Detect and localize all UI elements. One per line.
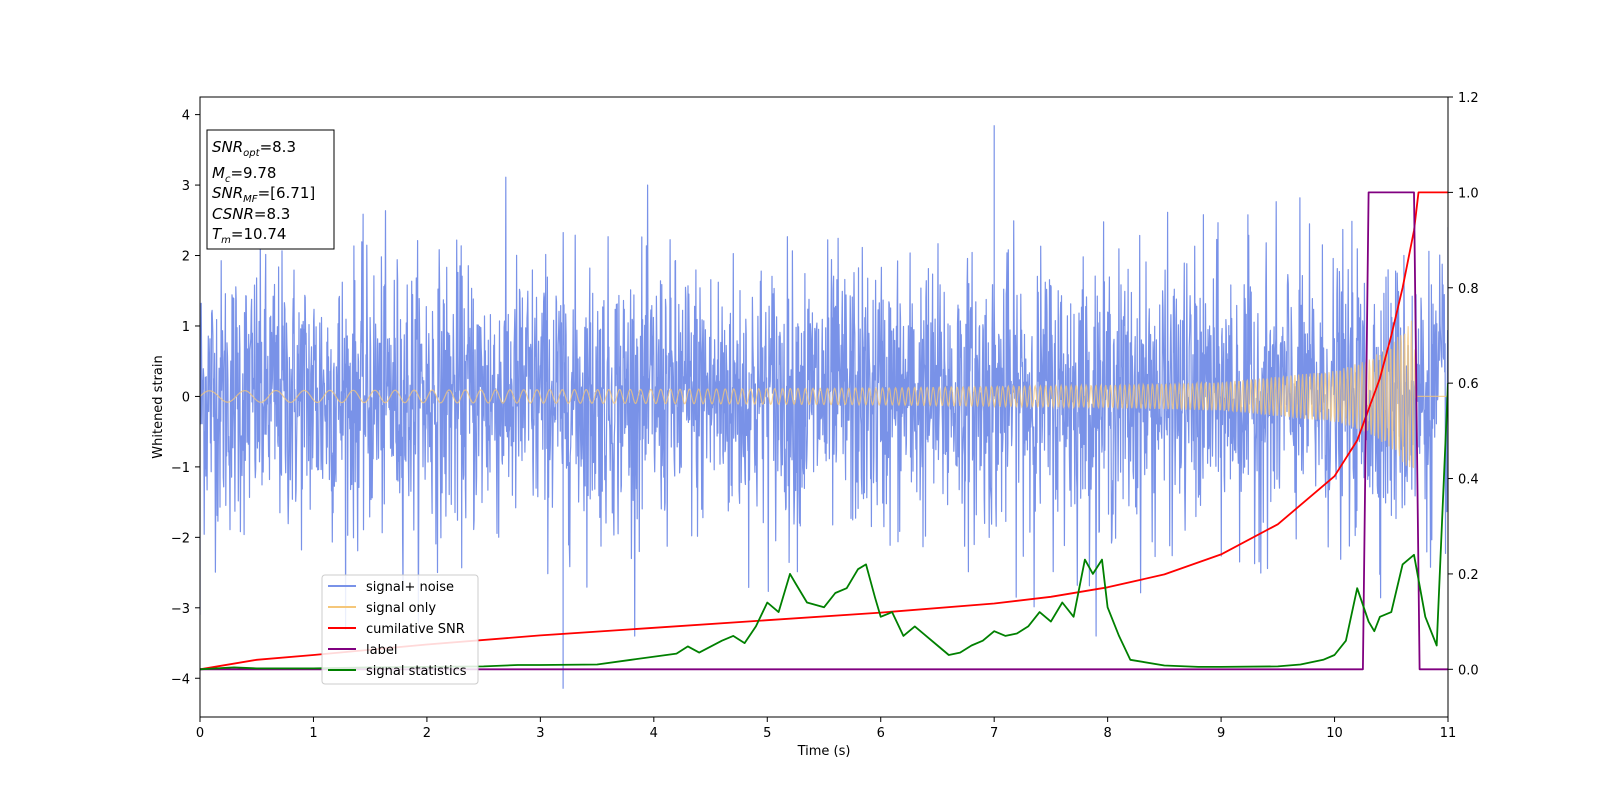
legend-label-signal-noise: signal+ noise — [366, 580, 454, 595]
info-box-frame — [206, 129, 335, 250]
x-tick-label: 2 — [423, 726, 431, 741]
y-tick-label: 4 — [182, 109, 190, 124]
y-tick-label: 0 — [182, 390, 190, 405]
y-axis-title: Whitened strain — [151, 355, 166, 458]
series-cumulative-snr-line — [200, 191, 1448, 671]
y-tick-label: −4 — [171, 672, 190, 687]
plot-area — [200, 125, 1448, 689]
y2-tick-label: 0.8 — [1458, 282, 1479, 297]
x-tick-label: 9 — [1217, 726, 1225, 741]
series-signal-statistics-line — [200, 383, 1448, 671]
y2-tick-label: 1.2 — [1458, 91, 1479, 106]
legend-label-signal-only: signal only — [366, 601, 436, 616]
x-tick-label: 7 — [990, 726, 998, 741]
axis-ticks: 0 1 2 3 4 5 6 7 8 9 10 1143210−1−2−3−41.21.00.80.60… — [171, 91, 1479, 741]
x-axis-title: Time (s) — [797, 744, 851, 759]
info-line-tm: Tm=10.74 — [212, 225, 286, 246]
x-tick-label: 4 — [650, 726, 658, 741]
x-tick-label: 1 — [309, 726, 317, 741]
series-signal-noise-line — [200, 125, 1448, 689]
noise-series-layer — [200, 125, 1448, 689]
x-tick-label: 10 — [1326, 726, 1343, 741]
legend-frame — [321, 574, 479, 685]
y-tick-label: −2 — [171, 531, 190, 546]
y2-tick-label: 0.4 — [1458, 473, 1479, 488]
y-tick-label: −1 — [171, 461, 190, 476]
x-tick-label: 3 — [536, 726, 544, 741]
x-tick-label: 8 — [1103, 726, 1111, 741]
legend-label-cumulative-snr: cumilative SNR — [366, 622, 465, 637]
y2-tick-label: 0.6 — [1458, 377, 1479, 392]
info-box: SNRopt=8.3 Mc=9.78 SNRMF=[6.71] CSNR=8.3… — [206, 129, 335, 250]
info-line-csnr: CSNR=8.3 — [212, 205, 290, 223]
y2-tick-label: 0.2 — [1458, 568, 1479, 583]
x-tick-label: 0 — [196, 726, 204, 741]
info-line-snr-mf: SNRMF=[6.71] — [212, 184, 315, 205]
x-tick-label: 11 — [1440, 726, 1457, 741]
signal-series-layer — [200, 320, 1448, 469]
x-tick-label: 6 — [877, 726, 885, 741]
y2-tick-label: 1.0 — [1458, 186, 1479, 201]
right-axis-series-layer — [200, 191, 1448, 671]
y-tick-label: −3 — [171, 602, 190, 617]
plot-frame — [199, 96, 1449, 718]
y-tick-label: 3 — [182, 179, 190, 194]
y-tick-label: 1 — [182, 320, 190, 335]
y2-tick-label: 0.0 — [1458, 663, 1479, 678]
legend-label-signal-statistics: signal statistics — [366, 664, 467, 679]
y-tick-label: 2 — [182, 250, 190, 265]
x-tick-label: 5 — [763, 726, 771, 741]
series-signal-only-line — [200, 320, 1448, 469]
series-label-line — [200, 191, 1448, 671]
legend-label-label: label — [366, 643, 397, 658]
legend: signal+ noise signal only cumilative SNR… — [321, 574, 479, 685]
info-line-snr-opt: SNRopt=8.3 — [212, 138, 296, 159]
info-line-chirp-mass: Mc=9.78 — [212, 164, 276, 185]
